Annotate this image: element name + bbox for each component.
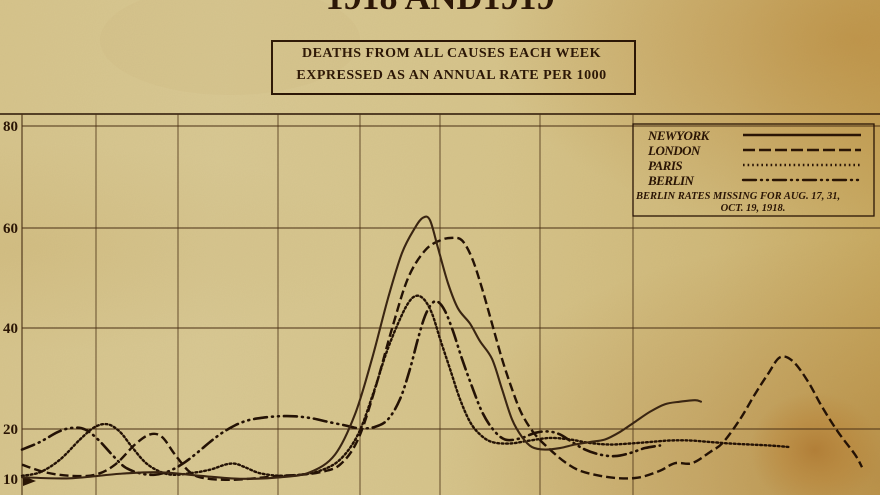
svg-text:20: 20 <box>3 422 18 438</box>
svg-text:40: 40 <box>3 321 18 337</box>
svg-text:80: 80 <box>3 119 18 135</box>
svg-text:60: 60 <box>3 221 18 237</box>
svg-text:BERLIN: BERLIN <box>647 173 695 188</box>
svg-text:BERLIN RATES MISSING FOR AUG.: BERLIN RATES MISSING FOR AUG. 17, 31, <box>635 191 840 202</box>
svg-text:OCT. 19, 1918.: OCT. 19, 1918. <box>721 203 786 214</box>
svg-text:PARIS: PARIS <box>648 158 682 173</box>
svg-text:LONDON: LONDON <box>647 143 701 158</box>
svg-text:10: 10 <box>3 472 18 488</box>
svg-text:NEWYORK: NEWYORK <box>647 128 711 143</box>
